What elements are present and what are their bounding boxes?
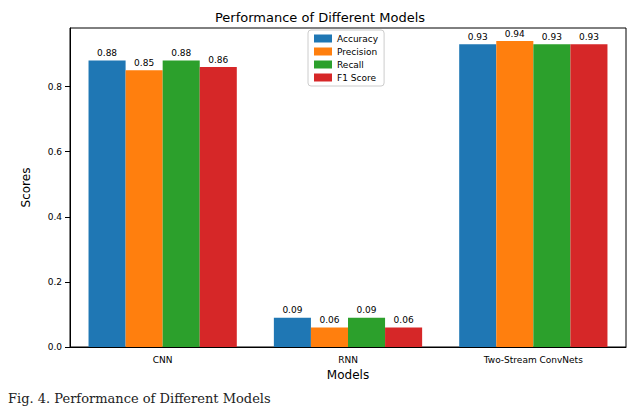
- svg-text:0.93: 0.93: [542, 32, 562, 42]
- svg-text:0.8: 0.8: [48, 82, 63, 92]
- svg-text:Scores: Scores: [19, 168, 33, 208]
- svg-text:0.0: 0.0: [48, 342, 63, 352]
- svg-text:Precision: Precision: [337, 47, 377, 57]
- svg-text:0.85: 0.85: [134, 58, 154, 68]
- svg-text:Two-Stream ConvNets: Two-Stream ConvNets: [483, 355, 583, 365]
- svg-text:0.06: 0.06: [394, 315, 414, 325]
- svg-text:0.94: 0.94: [505, 29, 525, 39]
- svg-text:0.86: 0.86: [208, 55, 228, 65]
- svg-text:Performance of Different Model: Performance of Different Models: [215, 10, 425, 25]
- svg-text:CNN: CNN: [153, 355, 173, 365]
- svg-text:Models: Models: [327, 368, 369, 382]
- svg-text:0.6: 0.6: [48, 147, 63, 157]
- svg-text:0.09: 0.09: [282, 305, 302, 315]
- svg-text:0.93: 0.93: [468, 32, 488, 42]
- svg-text:F1 Score: F1 Score: [337, 73, 376, 83]
- svg-text:0.06: 0.06: [319, 315, 339, 325]
- svg-text:0.88: 0.88: [171, 48, 191, 58]
- svg-text:0.09: 0.09: [357, 305, 377, 315]
- svg-text:0.88: 0.88: [97, 48, 117, 58]
- svg-text:0.4: 0.4: [48, 212, 63, 222]
- svg-text:0.93: 0.93: [579, 32, 599, 42]
- svg-text:RNN: RNN: [338, 355, 358, 365]
- svg-text:Fig. 4. Performance of Differe: Fig. 4. Performance of Different Models: [8, 391, 271, 406]
- svg-text:Recall: Recall: [337, 60, 364, 70]
- svg-text:0.2: 0.2: [48, 277, 62, 287]
- svg-text:Accuracy: Accuracy: [337, 34, 379, 44]
